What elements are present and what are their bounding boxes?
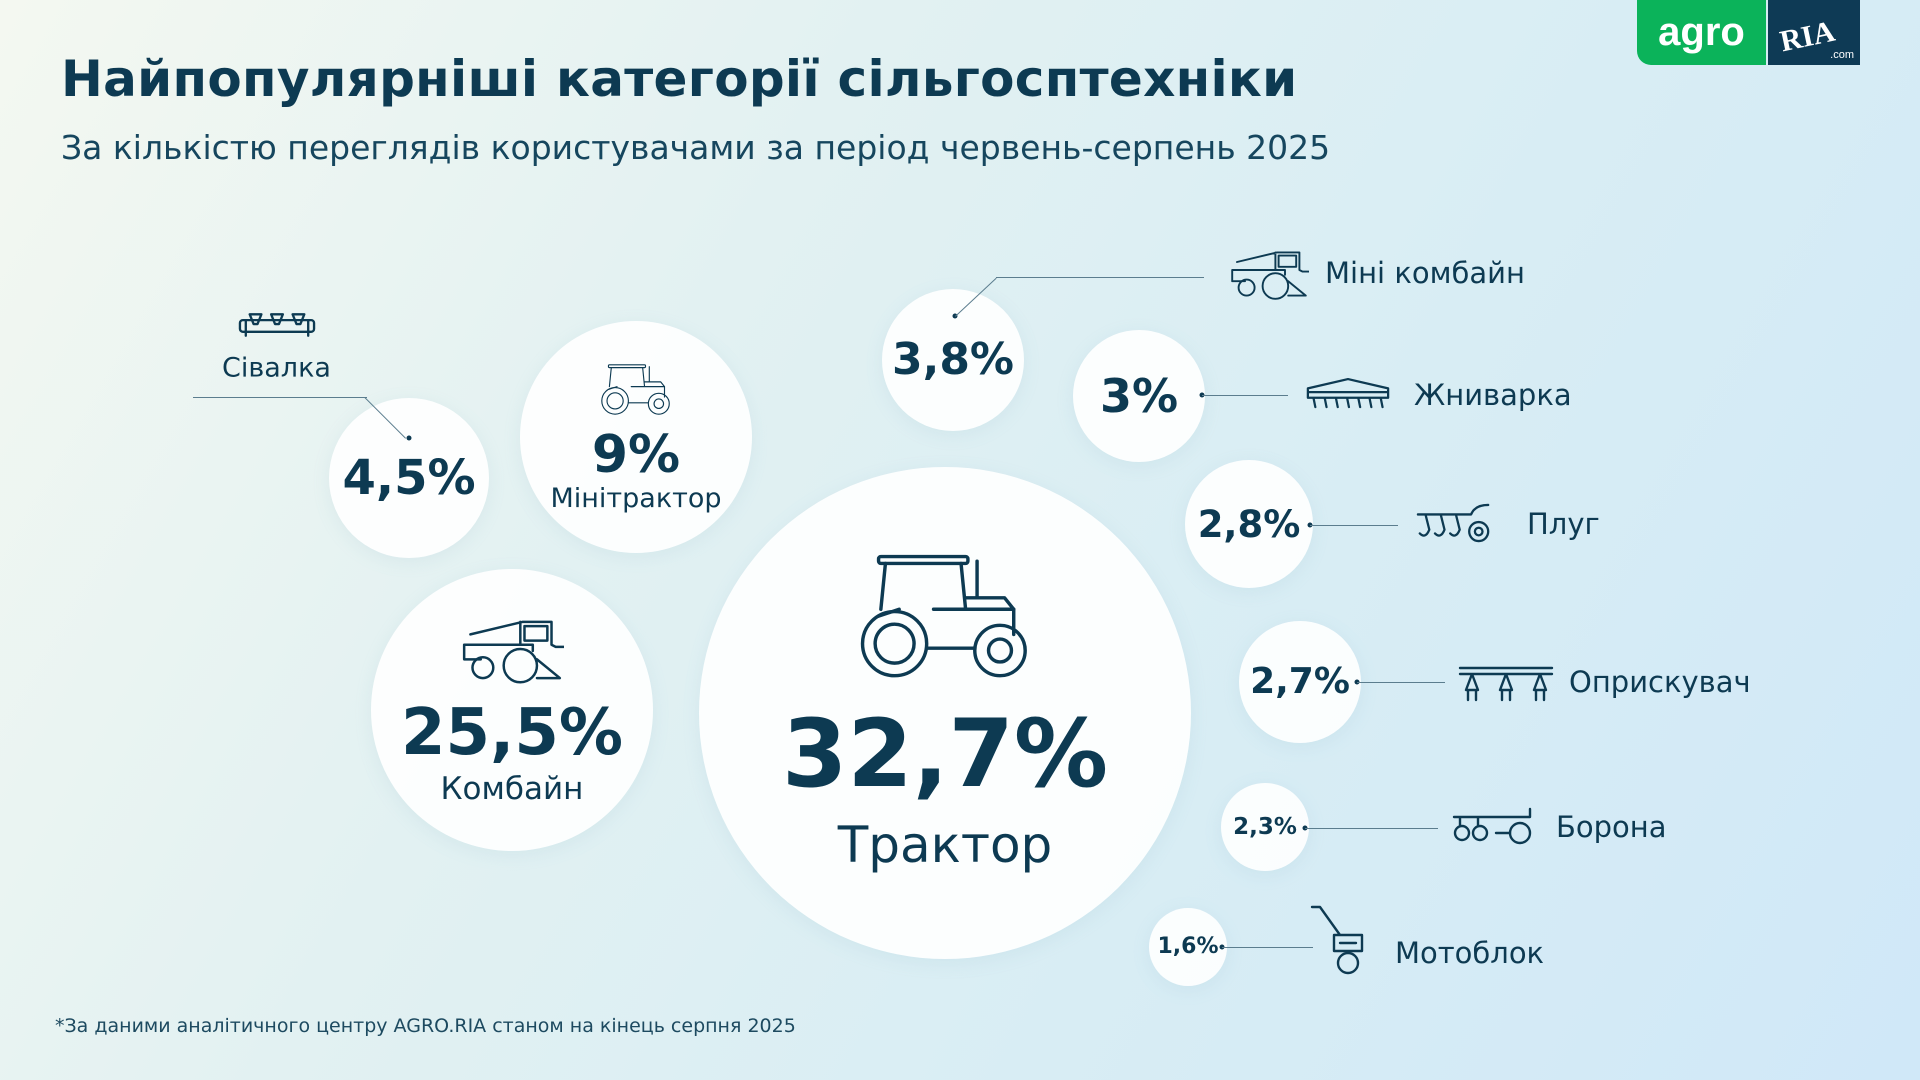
bubble-value: 2,3% bbox=[1233, 813, 1297, 840]
logo-com: .com bbox=[1830, 49, 1854, 61]
footnote: *За даними аналітичного центру AGRO.RIA … bbox=[55, 1015, 796, 1037]
bubble-label: Трактор bbox=[837, 816, 1053, 874]
bubble-value: 2,8% bbox=[1197, 502, 1301, 546]
bubble-mini-combine: 3,8% bbox=[882, 289, 1024, 431]
logo-ria-text: RIA bbox=[1777, 14, 1838, 59]
bubble-walk-behind-tractor: 1,6% bbox=[1149, 908, 1227, 986]
bubble-mini-tractor: 9% Мінітрактор bbox=[520, 321, 752, 553]
leader-line bbox=[1305, 828, 1438, 829]
bubble-value: 3% bbox=[1099, 369, 1179, 423]
label-walk-behind-tractor: Мотоблок bbox=[1395, 936, 1545, 970]
bubble-sprayer: 2,7% bbox=[1239, 621, 1361, 743]
bubble-plow: 2,8% bbox=[1185, 460, 1313, 588]
agro-ria-logo: agro RIA .com bbox=[1637, 0, 1860, 65]
leader-dot bbox=[406, 435, 412, 441]
label-harrow: Борона bbox=[1556, 810, 1667, 844]
leader-line bbox=[1310, 525, 1398, 526]
combine-icon bbox=[460, 613, 564, 687]
label-mini-combine: Міні комбайн bbox=[1325, 256, 1525, 290]
logo-agro: agro bbox=[1637, 0, 1766, 65]
bubble-tractor: 32,7% Трактор bbox=[699, 467, 1191, 959]
leader-line bbox=[1202, 395, 1288, 396]
bubble-value: 3,8% bbox=[891, 334, 1015, 385]
bubble-value: 1,6% bbox=[1157, 934, 1219, 959]
page-subtitle: За кількістю переглядів користувачами за… bbox=[61, 128, 1331, 167]
bubble-value: 9% bbox=[591, 424, 681, 485]
bubble-combine: 25,5% Комбайн bbox=[371, 569, 653, 851]
plow-icon bbox=[1416, 500, 1492, 546]
walk-behind-tractor-icon bbox=[1310, 905, 1370, 975]
mini-combine-icon bbox=[1228, 246, 1310, 302]
page-title: Найпопулярніші категорії сільгосптехніки bbox=[61, 50, 1298, 108]
label-sprayer: Оприскувач bbox=[1569, 665, 1751, 699]
sprayer-icon bbox=[1458, 664, 1554, 704]
label-header: Жниварка bbox=[1414, 378, 1572, 412]
leader-line bbox=[996, 277, 1204, 278]
leader-line bbox=[1357, 682, 1445, 683]
tractor-icon bbox=[853, 552, 1037, 678]
bubble-value: 2,7% bbox=[1250, 661, 1350, 702]
label-plow: Плуг bbox=[1527, 507, 1600, 541]
mini-tractor-icon bbox=[598, 361, 674, 417]
bubble-label: Комбайн bbox=[440, 771, 584, 807]
bubble-value: 25,5% bbox=[400, 696, 624, 770]
bubble-header: 3% bbox=[1073, 330, 1205, 462]
seeder-icon bbox=[238, 310, 316, 340]
leader-line bbox=[193, 397, 367, 398]
leader-line bbox=[1222, 947, 1313, 948]
bubble-seeder: 4,5% bbox=[329, 398, 489, 558]
bubble-label: Мінітрактор bbox=[550, 482, 722, 514]
logo-ria: RIA .com bbox=[1768, 0, 1860, 65]
harrow-icon bbox=[1452, 805, 1536, 845]
label-seeder: Сівалка bbox=[222, 352, 331, 384]
bubble-harrow: 2,3% bbox=[1221, 783, 1309, 871]
header-icon bbox=[1306, 377, 1390, 411]
bubble-value: 4,5% bbox=[342, 450, 476, 506]
bubble-value: 32,7% bbox=[781, 700, 1109, 809]
